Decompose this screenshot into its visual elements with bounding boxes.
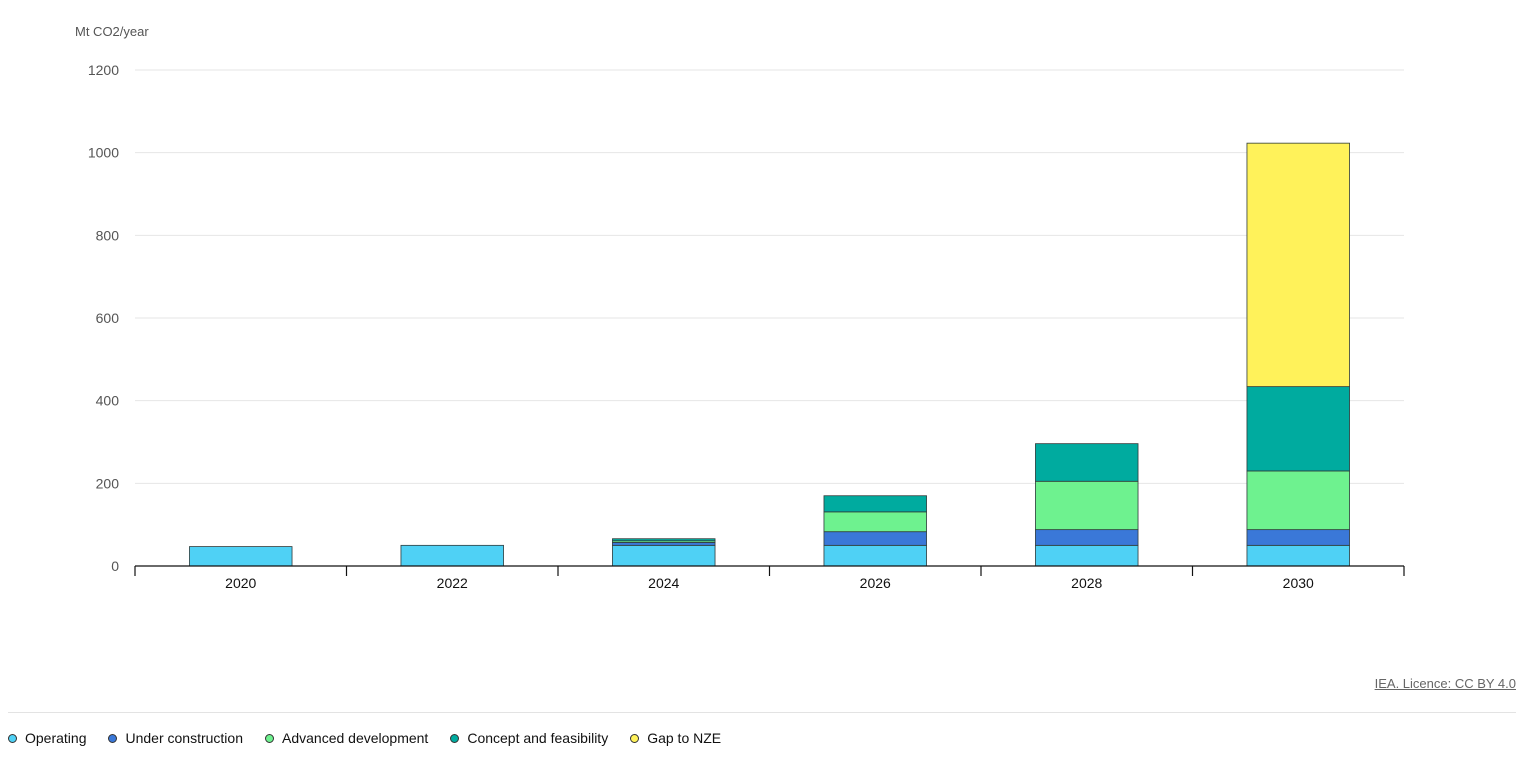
bar-under-construction-2028[interactable] (1035, 529, 1139, 546)
legend-item-concept-and-feasibility[interactable]: Concept and feasibility (450, 730, 608, 746)
bar-operating-2026[interactable] (823, 544, 927, 567)
bar-concept-and-feasibility-2028[interactable] (1035, 443, 1139, 482)
legend-swatch (108, 733, 118, 743)
bar-concept-and-feasibility-2026[interactable] (823, 495, 927, 513)
bar-operating-2024[interactable] (612, 544, 716, 567)
legend-swatch (8, 733, 17, 743)
legend-label: Concept and feasibility (467, 730, 609, 746)
bar-under-construction-2030[interactable] (1246, 529, 1350, 546)
legend-divider (8, 712, 1516, 713)
bars (189, 142, 1350, 567)
bar-operating-2020[interactable] (189, 546, 293, 567)
y-tick-label: 600 (96, 310, 120, 326)
bar-operating-2030[interactable] (1246, 544, 1350, 567)
axes: 0 200 400 600 800 1000 1200 2020 2022 2024 2026 202… (88, 62, 1405, 591)
y-tick-label: 1200 (88, 62, 119, 78)
bar-advanced-development-2026[interactable] (823, 511, 927, 533)
legend-label: Gap to NZE (647, 730, 722, 746)
x-tick-label: 2020 (225, 575, 256, 591)
y-tick-label: 1000 (88, 145, 119, 161)
legend-item-advanced-development[interactable]: Advanced development (265, 730, 428, 746)
y-tick-label: 200 (96, 475, 120, 491)
bar-gap-to-nze-2030[interactable] (1246, 142, 1350, 388)
x-tick-label: 2024 (648, 575, 679, 591)
x-tick-label: 2028 (1071, 575, 1102, 591)
bar-under-construction-2024[interactable] (612, 542, 716, 546)
y-tick-label: 0 (111, 558, 119, 574)
legend-item-gap-to-nze[interactable]: Gap to NZE (630, 730, 721, 746)
bar-under-construction-2026[interactable] (823, 531, 927, 546)
bar-operating-2028[interactable] (1035, 544, 1139, 567)
legend-swatch (265, 733, 274, 743)
bar-advanced-development-2030[interactable] (1246, 470, 1350, 531)
legend-label: Under construction (125, 730, 243, 746)
x-tick-label: 2026 (860, 575, 891, 591)
legend-label: Operating (25, 730, 87, 746)
licence-link[interactable]: IEA. Licence: CC BY 4.0 (1374, 676, 1516, 691)
chart-plot: 0 200 400 600 800 1000 1200 2020 2022 2024 2026 202… (75, 24, 1405, 591)
y-tick-label: 400 (96, 393, 120, 409)
bar-advanced-development-2028[interactable] (1035, 480, 1139, 531)
bar-concept-and-feasibility-2024[interactable] (612, 538, 716, 542)
legend: Operating Under construction Advanced deve… (8, 730, 721, 746)
legend-swatch (630, 733, 640, 743)
y-axis-title: Mt CO2/year (75, 24, 149, 39)
x-tick-label: 2030 (1283, 575, 1314, 591)
y-tick-label: 800 (96, 227, 120, 243)
legend-label: Advanced development (282, 730, 429, 746)
legend-item-operating[interactable]: Operating (8, 730, 86, 746)
x-tick-label: 2022 (437, 575, 468, 591)
legend-swatch (450, 733, 460, 743)
bar-operating-2022[interactable] (400, 544, 504, 567)
legend-item-under-construction[interactable]: Under construction (108, 730, 243, 746)
gridlines (135, 69, 1404, 484)
bar-concept-and-feasibility-2030[interactable] (1246, 386, 1350, 472)
